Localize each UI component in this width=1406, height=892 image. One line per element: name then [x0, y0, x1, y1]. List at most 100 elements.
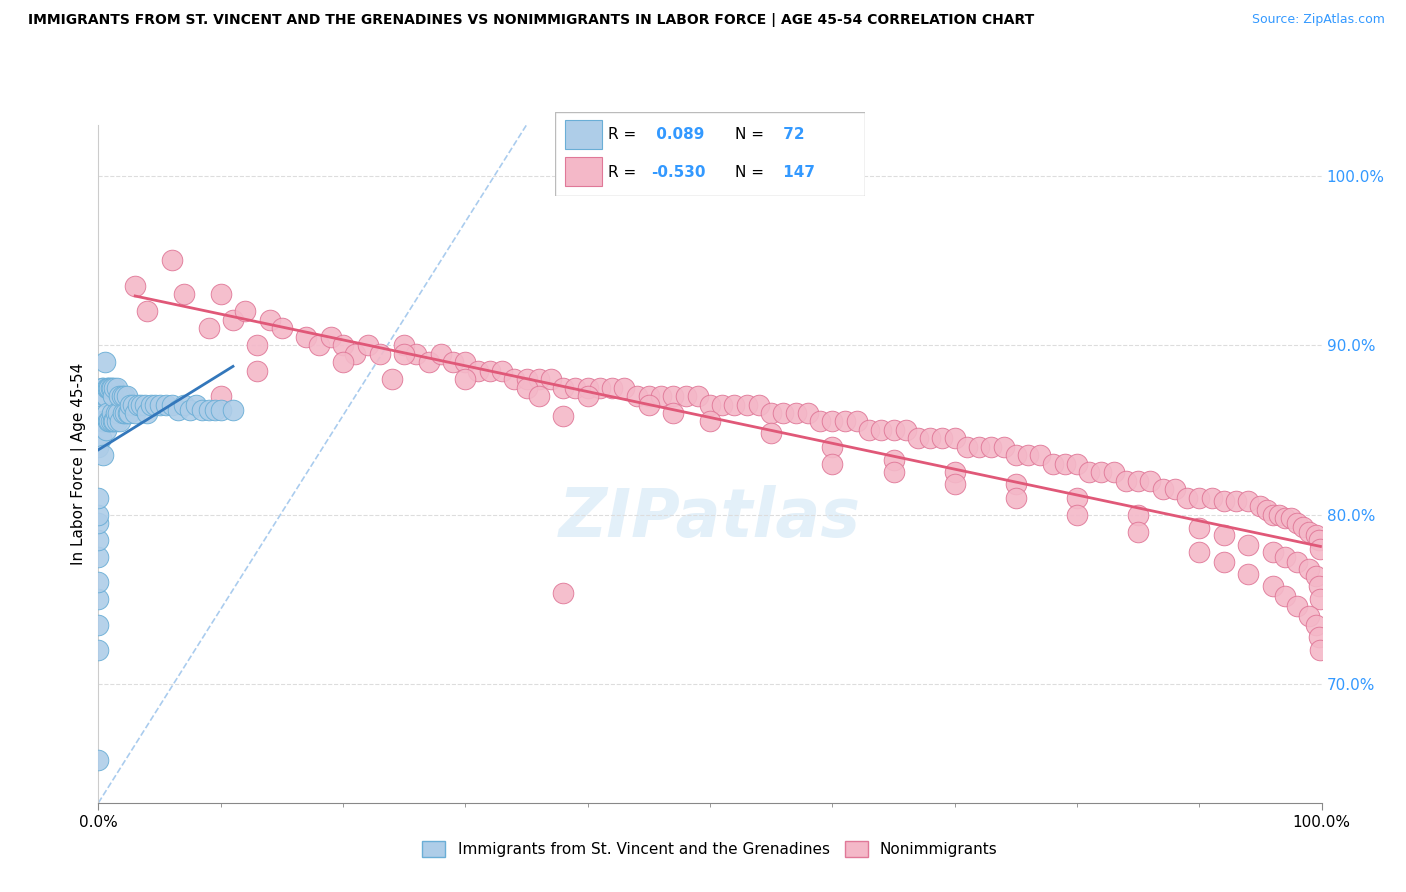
Point — [1164, 482, 1187, 496]
Point — [503, 372, 526, 386]
Point — [1212, 555, 1234, 569]
Point — [943, 477, 966, 491]
Point — [270, 321, 294, 335]
Point — [392, 338, 416, 352]
Point — [699, 397, 721, 411]
Point — [1042, 457, 1064, 471]
Point — [1128, 524, 1150, 539]
Point — [527, 372, 550, 386]
Point — [845, 414, 868, 429]
Point — [93, 355, 115, 369]
Point — [967, 440, 990, 454]
Point — [1066, 457, 1088, 471]
Point — [1212, 528, 1234, 542]
Point — [87, 617, 110, 632]
Point — [1261, 579, 1284, 593]
Point — [94, 389, 117, 403]
Point — [1309, 643, 1331, 657]
Point — [1175, 491, 1198, 505]
Point — [129, 397, 152, 411]
Text: ZIPatlas: ZIPatlas — [560, 485, 860, 551]
Point — [1029, 448, 1052, 462]
Point — [1066, 508, 1088, 522]
Point — [920, 431, 942, 445]
Point — [650, 389, 672, 403]
Point — [761, 426, 783, 441]
Point — [1066, 491, 1088, 505]
Point — [111, 406, 134, 420]
Point — [1188, 491, 1211, 505]
Point — [222, 402, 245, 417]
Point — [105, 380, 128, 394]
Point — [186, 397, 208, 411]
Point — [662, 406, 685, 420]
Point — [772, 406, 794, 420]
Point — [1286, 516, 1309, 530]
Point — [179, 402, 201, 417]
Point — [136, 406, 159, 420]
Point — [93, 414, 115, 429]
Point — [87, 592, 110, 607]
Point — [662, 389, 685, 403]
Point — [1225, 494, 1247, 508]
Point — [356, 338, 378, 352]
Point — [1292, 519, 1315, 533]
Point — [883, 465, 905, 479]
Y-axis label: In Labor Force | Age 45-54: In Labor Force | Age 45-54 — [72, 363, 87, 565]
Point — [98, 380, 121, 394]
Point — [173, 397, 195, 411]
Point — [101, 414, 124, 429]
Text: Source: ZipAtlas.com: Source: ZipAtlas.com — [1251, 13, 1385, 27]
Point — [613, 380, 636, 394]
Point — [96, 406, 118, 420]
Point — [124, 278, 146, 293]
Point — [454, 372, 477, 386]
Point — [1274, 511, 1296, 525]
Point — [160, 397, 183, 411]
Point — [1256, 502, 1278, 516]
Point — [332, 355, 354, 369]
Point — [589, 380, 612, 394]
Point — [90, 389, 112, 403]
Point — [1261, 508, 1284, 522]
Point — [735, 397, 758, 411]
Point — [143, 397, 166, 411]
Point — [149, 397, 172, 411]
Point — [1308, 579, 1330, 593]
Point — [114, 406, 136, 420]
Point — [834, 414, 856, 429]
Point — [204, 402, 226, 417]
Point — [91, 380, 114, 394]
Point — [1274, 589, 1296, 603]
Point — [155, 397, 177, 411]
Point — [1309, 541, 1331, 556]
Point — [124, 406, 146, 420]
Point — [136, 304, 159, 318]
Point — [993, 440, 1015, 454]
Point — [87, 440, 110, 454]
Point — [87, 491, 110, 505]
Point — [467, 364, 489, 378]
Point — [104, 406, 127, 420]
Point — [110, 414, 132, 429]
Point — [1305, 528, 1327, 542]
Point — [118, 406, 141, 420]
Point — [553, 380, 575, 394]
Point — [1286, 599, 1309, 614]
Point — [1268, 508, 1291, 522]
Point — [87, 549, 110, 564]
Point — [711, 397, 734, 411]
Text: R =: R = — [607, 165, 636, 180]
Point — [139, 397, 162, 411]
Point — [858, 423, 880, 437]
Point — [246, 364, 269, 378]
Point — [870, 423, 893, 437]
Point — [723, 397, 745, 411]
Point — [233, 304, 256, 318]
Point — [1053, 457, 1076, 471]
Point — [956, 440, 979, 454]
Point — [1201, 491, 1223, 505]
Point — [87, 516, 110, 530]
Point — [101, 380, 124, 394]
Point — [332, 338, 354, 352]
